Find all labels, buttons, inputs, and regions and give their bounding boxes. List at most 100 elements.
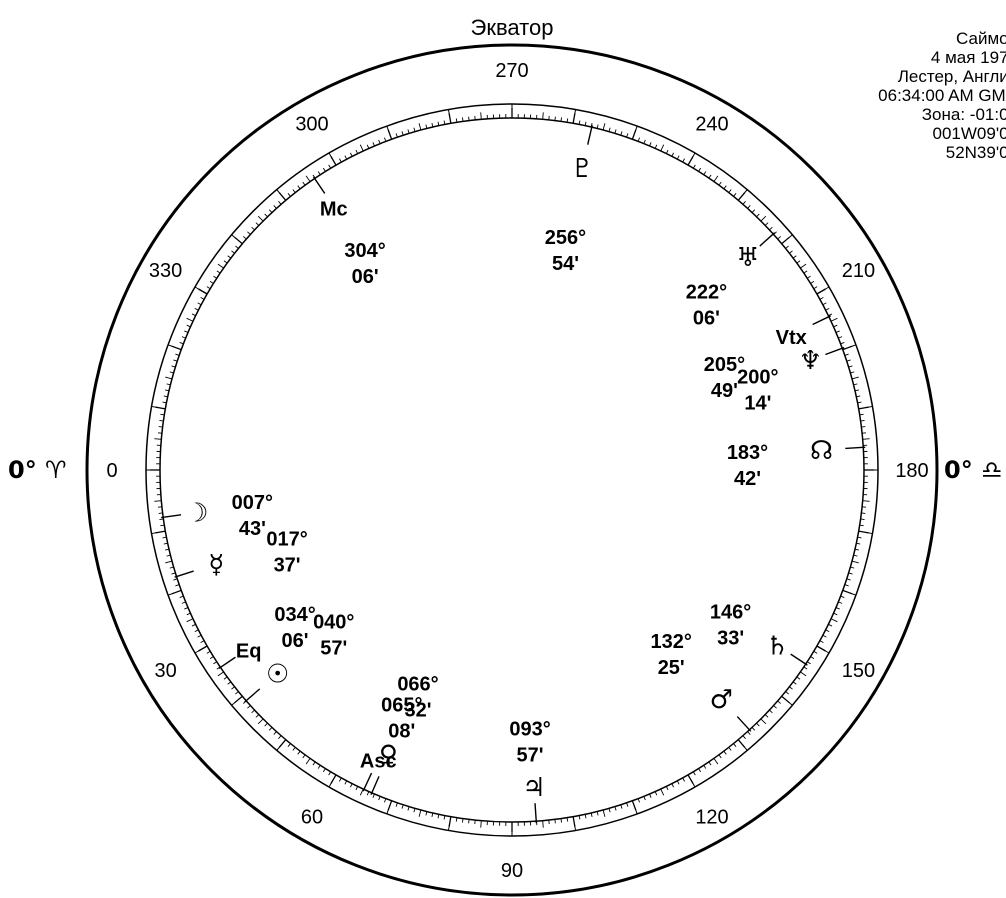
degree-tick bbox=[209, 280, 214, 284]
degree-tick bbox=[425, 124, 428, 129]
neptune-glyph: ♆ bbox=[799, 346, 822, 376]
degree-tick bbox=[777, 700, 781, 704]
degree-tick bbox=[407, 129, 410, 134]
degree-tick bbox=[728, 747, 732, 751]
degree-tick bbox=[846, 359, 851, 362]
degree-tick bbox=[859, 413, 864, 416]
degree-tick bbox=[247, 231, 251, 235]
degree-tick bbox=[264, 722, 268, 727]
degree-tick bbox=[660, 144, 665, 152]
degree-tick bbox=[437, 814, 440, 819]
info-line-5: Зона: -01:00 bbox=[922, 105, 1006, 124]
degree-tick bbox=[431, 812, 434, 817]
degree-tick bbox=[703, 764, 707, 769]
degree-tick bbox=[596, 124, 599, 129]
degree-tick bbox=[339, 777, 342, 782]
node-degree-label: 183° bbox=[727, 442, 768, 464]
degree-tick bbox=[443, 815, 446, 820]
degree-tick bbox=[231, 686, 235, 690]
degree-tick bbox=[372, 793, 375, 798]
degree-tick-outer bbox=[787, 234, 793, 239]
degree-tick bbox=[840, 342, 845, 345]
degree-tick bbox=[181, 336, 186, 339]
degree-tick bbox=[186, 317, 194, 322]
degree-tick-outer bbox=[787, 701, 793, 706]
degree-tick-outer bbox=[167, 344, 174, 348]
axis-label-0: 0 bbox=[106, 460, 117, 482]
degree-tick bbox=[813, 650, 818, 654]
degree-tick bbox=[614, 806, 617, 811]
neptune-degree-label: 200° bbox=[737, 366, 778, 388]
degree-tick bbox=[317, 171, 321, 176]
degree-tick bbox=[671, 783, 675, 788]
degree-tick bbox=[602, 123, 606, 131]
degree-tick-outer bbox=[447, 109, 450, 116]
degree-tick bbox=[835, 607, 840, 610]
degree-tick bbox=[257, 215, 264, 222]
degree-tick bbox=[297, 185, 301, 190]
saturn-glyph: ♄ bbox=[766, 631, 789, 661]
degree-tick bbox=[803, 666, 808, 670]
degree-tick bbox=[760, 718, 767, 725]
degree-tick bbox=[305, 175, 311, 182]
degree-tick bbox=[413, 808, 416, 813]
degree-tick bbox=[480, 112, 482, 120]
axis-label-300: 300 bbox=[295, 114, 328, 136]
degree-tick bbox=[792, 255, 797, 259]
degree-tick bbox=[480, 820, 482, 828]
degree-tick bbox=[169, 371, 174, 374]
degree-tick bbox=[223, 260, 228, 264]
venus-marker bbox=[370, 776, 380, 795]
degree-tick bbox=[857, 401, 862, 404]
degree-tick bbox=[769, 709, 773, 714]
degree-tick bbox=[822, 302, 827, 306]
degree-tick bbox=[566, 817, 569, 822]
mercury-degree-label: 017° bbox=[266, 528, 307, 550]
degree-tick bbox=[860, 420, 865, 422]
degree-tick bbox=[751, 727, 756, 731]
degree-tick bbox=[566, 118, 569, 123]
degree-tick bbox=[626, 802, 629, 807]
uranus-marker bbox=[759, 232, 776, 247]
degree-tick bbox=[171, 365, 176, 368]
degree-tick bbox=[649, 793, 652, 798]
degree-tick bbox=[542, 820, 544, 828]
degree-tick bbox=[235, 691, 239, 695]
degree-tick bbox=[838, 336, 843, 339]
degree-tick bbox=[862, 438, 870, 440]
mc-marker bbox=[312, 176, 326, 194]
jupiter-glyph: ♃ bbox=[522, 773, 545, 803]
degree-tick bbox=[703, 171, 707, 176]
degree-tick bbox=[366, 791, 370, 796]
degree-tick bbox=[344, 780, 348, 785]
degree-tick bbox=[255, 714, 260, 718]
degree-tick bbox=[542, 112, 544, 120]
degree-tick bbox=[723, 750, 727, 755]
degree-tick bbox=[359, 144, 364, 152]
degree-tick bbox=[384, 798, 387, 803]
mars-glyph: ♂ bbox=[710, 685, 733, 715]
degree-tick bbox=[217, 263, 224, 269]
degree-tick bbox=[355, 149, 359, 154]
degree-tick bbox=[819, 640, 824, 643]
degree-tick bbox=[312, 761, 316, 766]
outer-ring bbox=[85, 43, 939, 897]
degree-tick bbox=[760, 215, 767, 222]
degree-tick bbox=[278, 735, 282, 739]
degree-tick bbox=[160, 413, 165, 416]
degree-tick bbox=[217, 671, 224, 677]
degree-tick bbox=[813, 286, 818, 290]
asc-glyph: Asc bbox=[360, 751, 397, 773]
node-glyph: ☊ bbox=[810, 436, 833, 466]
degree-tick bbox=[179, 342, 184, 345]
degree-tick bbox=[292, 747, 296, 751]
neptune-minute-label: 14' bbox=[744, 392, 771, 414]
degree-tick bbox=[803, 270, 808, 274]
degree-tick bbox=[171, 572, 176, 575]
degree-tick bbox=[255, 222, 260, 226]
degree-tick bbox=[349, 783, 353, 788]
degree-tick bbox=[302, 181, 306, 186]
degree-tick bbox=[213, 661, 218, 665]
degree-tick bbox=[159, 420, 164, 422]
